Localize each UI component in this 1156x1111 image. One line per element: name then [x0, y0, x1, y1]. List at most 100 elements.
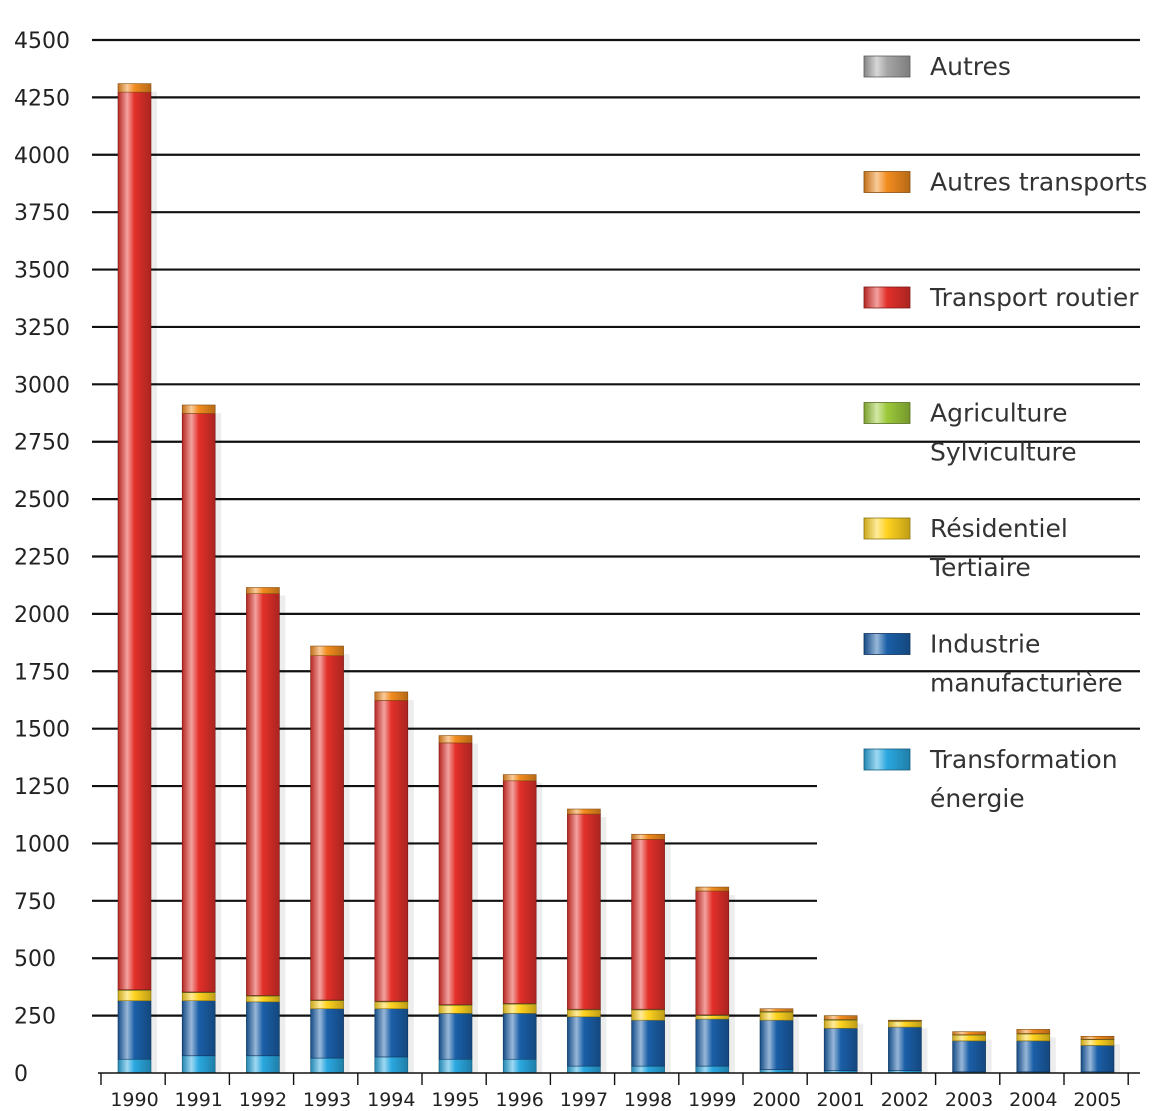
bar-segment [888, 1019, 922, 1022]
bar-segment [1080, 1035, 1115, 1040]
bar-segment [117, 1000, 152, 1060]
bar-segment [181, 404, 216, 414]
bar-segment [631, 1019, 665, 1067]
x-tick-label: 2003 [945, 1089, 993, 1111]
bar-segment [1016, 1033, 1051, 1042]
y-tick-label: 1750 [14, 660, 70, 685]
x-axis: 1990 1991 1992 1993 1994 1995 1996 1997 1998 1999… [98, 1072, 1140, 1111]
legend-label: manufacturière [930, 669, 1123, 698]
bar-segment [246, 1055, 280, 1074]
bar-segment [438, 1004, 473, 1014]
bar-segment [181, 1055, 216, 1074]
x-tick-label: 2000 [752, 1089, 800, 1111]
bar-segment [1016, 1029, 1051, 1034]
x-tick-label: 1999 [688, 1089, 736, 1111]
bar-segment [1016, 1040, 1051, 1073]
bar-segment [246, 593, 280, 996]
bar-segment [502, 1003, 537, 1014]
y-tick-label: 3250 [14, 316, 70, 341]
bar-segment [374, 1008, 409, 1058]
y-tick-label: 3500 [14, 259, 70, 284]
bar-segment [438, 1013, 473, 1060]
bar-segment [567, 1009, 601, 1018]
legend-swatch [863, 171, 911, 193]
y-tick-label: 2750 [14, 431, 70, 456]
bar-segment [759, 1019, 794, 1070]
x-tick-label: 1990 [110, 1089, 158, 1111]
legend-label: Tertiaire [929, 553, 1031, 582]
x-tick-label: 1992 [239, 1089, 287, 1111]
y-tick-label: 250 [14, 1005, 56, 1030]
y-tick-label: 1250 [14, 775, 70, 800]
legend-swatch [863, 286, 911, 309]
x-tick-label: 2004 [1009, 1089, 1057, 1111]
x-tick-label: 1994 [367, 1089, 415, 1111]
legend-swatch [863, 402, 911, 424]
legend-swatch [863, 748, 911, 771]
bar-segment [117, 990, 152, 1001]
bar-segment [310, 1057, 344, 1074]
y-tick-label: 4000 [14, 144, 70, 169]
legend-swatch [863, 517, 911, 540]
bar-segment [181, 1000, 216, 1057]
bar-segment [246, 587, 280, 594]
bar-segment [181, 413, 216, 993]
y-tick-label: 3000 [14, 373, 70, 398]
y-tick-label: 4500 [14, 29, 70, 54]
bar-segment [438, 735, 473, 744]
y-tick-label: 3750 [14, 201, 70, 226]
bar-segment [695, 1018, 730, 1067]
legend-label: Industrie [930, 630, 1040, 659]
bar-segment [888, 1021, 922, 1028]
bar-segment [181, 992, 216, 1001]
bar-segment [823, 1019, 858, 1029]
bar-segment [695, 890, 730, 1016]
bar-segment [310, 1008, 344, 1059]
bar-segment [759, 1011, 794, 1021]
bar-segment [631, 833, 665, 840]
bar-segment [438, 1058, 473, 1074]
bar-segment [374, 1056, 409, 1074]
y-tick-label: 2500 [14, 488, 70, 513]
y-tick-label: 1500 [14, 718, 70, 743]
bar-segment [117, 83, 152, 93]
x-tick-label: 1995 [431, 1089, 479, 1111]
legend-label: énergie [930, 784, 1025, 813]
bar-segment [310, 1000, 344, 1010]
bar-segment [631, 839, 665, 1010]
y-tick-label: 4250 [14, 86, 70, 111]
legend-label: Transformation [929, 745, 1118, 774]
bar-segment [695, 886, 730, 892]
legend-label: Autres transports [930, 168, 1147, 197]
y-tick-label: 2250 [14, 546, 70, 571]
bar-segment [246, 995, 280, 1003]
bar-segment [888, 1026, 922, 1072]
bar-segment [117, 1058, 152, 1074]
x-tick-label: 1991 [175, 1089, 223, 1111]
legend-swatch [863, 633, 911, 655]
bar-stacks [117, 83, 1120, 1074]
bar-segment [567, 1065, 601, 1074]
bar-segment [310, 655, 344, 1001]
x-tick-label: 1998 [624, 1089, 672, 1111]
legend-label: Autres [930, 52, 1011, 81]
y-tick-label: 500 [14, 947, 56, 972]
bar-segment [502, 1013, 537, 1060]
legend-label: Agriculture [930, 399, 1068, 428]
bar-segment [502, 1058, 537, 1074]
bar-segment [1080, 1045, 1115, 1073]
bar-segment [952, 1040, 986, 1073]
bar-segment [502, 780, 537, 1004]
bar-segment [952, 1034, 986, 1042]
bar-segment [567, 813, 601, 1010]
bar-segment [310, 645, 344, 656]
y-tick-label: 2000 [14, 603, 70, 628]
bar-segment [117, 91, 152, 990]
bar-segment [1080, 1039, 1115, 1046]
x-tick-label: 2002 [881, 1089, 929, 1111]
bar-segment [374, 691, 409, 701]
bar-segment [952, 1031, 986, 1035]
legend-label: Transport routier [929, 283, 1139, 312]
x-tick-label: 2001 [817, 1089, 865, 1111]
